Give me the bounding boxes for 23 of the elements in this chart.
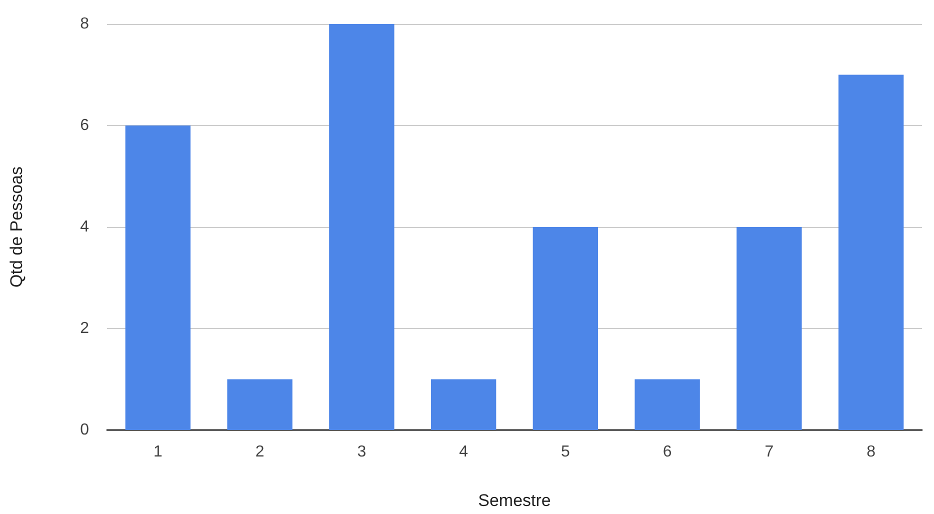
- y-tick-label: 2: [80, 320, 90, 337]
- x-tick-label: 8: [866, 444, 876, 460]
- bar: [329, 24, 394, 430]
- x-tick-label: 5: [560, 444, 570, 460]
- x-tick-label: 7: [764, 444, 774, 460]
- bar: [227, 379, 292, 430]
- bar: [430, 379, 496, 430]
- y-tick-label: 4: [80, 218, 90, 236]
- x-tick-label: 3: [357, 444, 366, 460]
- x-tick-label: 1: [153, 444, 162, 460]
- x-axis-title: Semestre: [478, 491, 551, 510]
- y-tick-label: 6: [80, 117, 90, 134]
- bar: [532, 227, 598, 430]
- bar: [634, 379, 700, 430]
- bar: [838, 74, 904, 430]
- x-tick-label: 2: [255, 444, 264, 460]
- x-tick-label: 4: [459, 444, 468, 460]
- x-tick-label: 6: [662, 444, 672, 460]
- bar: [125, 126, 191, 430]
- y-axis-title: Qtd de Pessoas: [7, 166, 26, 288]
- bar: [736, 227, 802, 430]
- y-tick-label: 8: [80, 16, 90, 32]
- y-tick-label: 0: [80, 422, 90, 438]
